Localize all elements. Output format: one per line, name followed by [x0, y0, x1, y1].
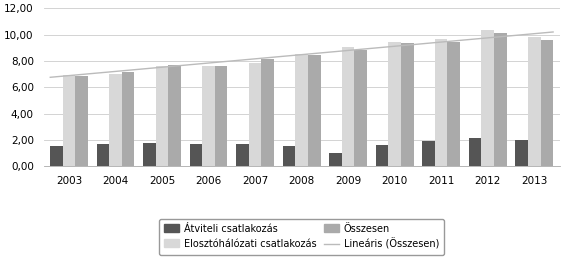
- Bar: [50, 146, 63, 166]
- Bar: [422, 141, 435, 166]
- Bar: [283, 146, 296, 166]
- Bar: [447, 42, 460, 166]
- Bar: [329, 153, 342, 166]
- Bar: [401, 43, 413, 166]
- Bar: [354, 50, 367, 166]
- Bar: [215, 67, 227, 166]
- Bar: [308, 55, 320, 166]
- Bar: [249, 63, 262, 166]
- Bar: [540, 40, 553, 166]
- Bar: [376, 145, 389, 166]
- Bar: [515, 140, 528, 166]
- Bar: [482, 30, 494, 166]
- Bar: [143, 143, 156, 166]
- Bar: [109, 74, 122, 166]
- Bar: [342, 47, 354, 166]
- Bar: [169, 65, 181, 166]
- Bar: [296, 54, 308, 166]
- Bar: [190, 144, 202, 166]
- Bar: [528, 37, 540, 166]
- Bar: [122, 72, 134, 166]
- Bar: [156, 65, 169, 166]
- Bar: [63, 75, 76, 166]
- Bar: [76, 76, 88, 166]
- Bar: [202, 65, 215, 166]
- Bar: [236, 144, 249, 166]
- Bar: [494, 33, 506, 166]
- Legend: Átviteli csatlakozás, Elosztóhálózati csatlakozás, Összesen, Lineáris (Összesen): Átviteli csatlakozás, Elosztóhálózati cs…: [160, 219, 444, 255]
- Bar: [262, 59, 274, 166]
- Bar: [389, 42, 401, 166]
- Bar: [435, 39, 447, 166]
- Bar: [97, 144, 109, 166]
- Bar: [469, 138, 482, 166]
